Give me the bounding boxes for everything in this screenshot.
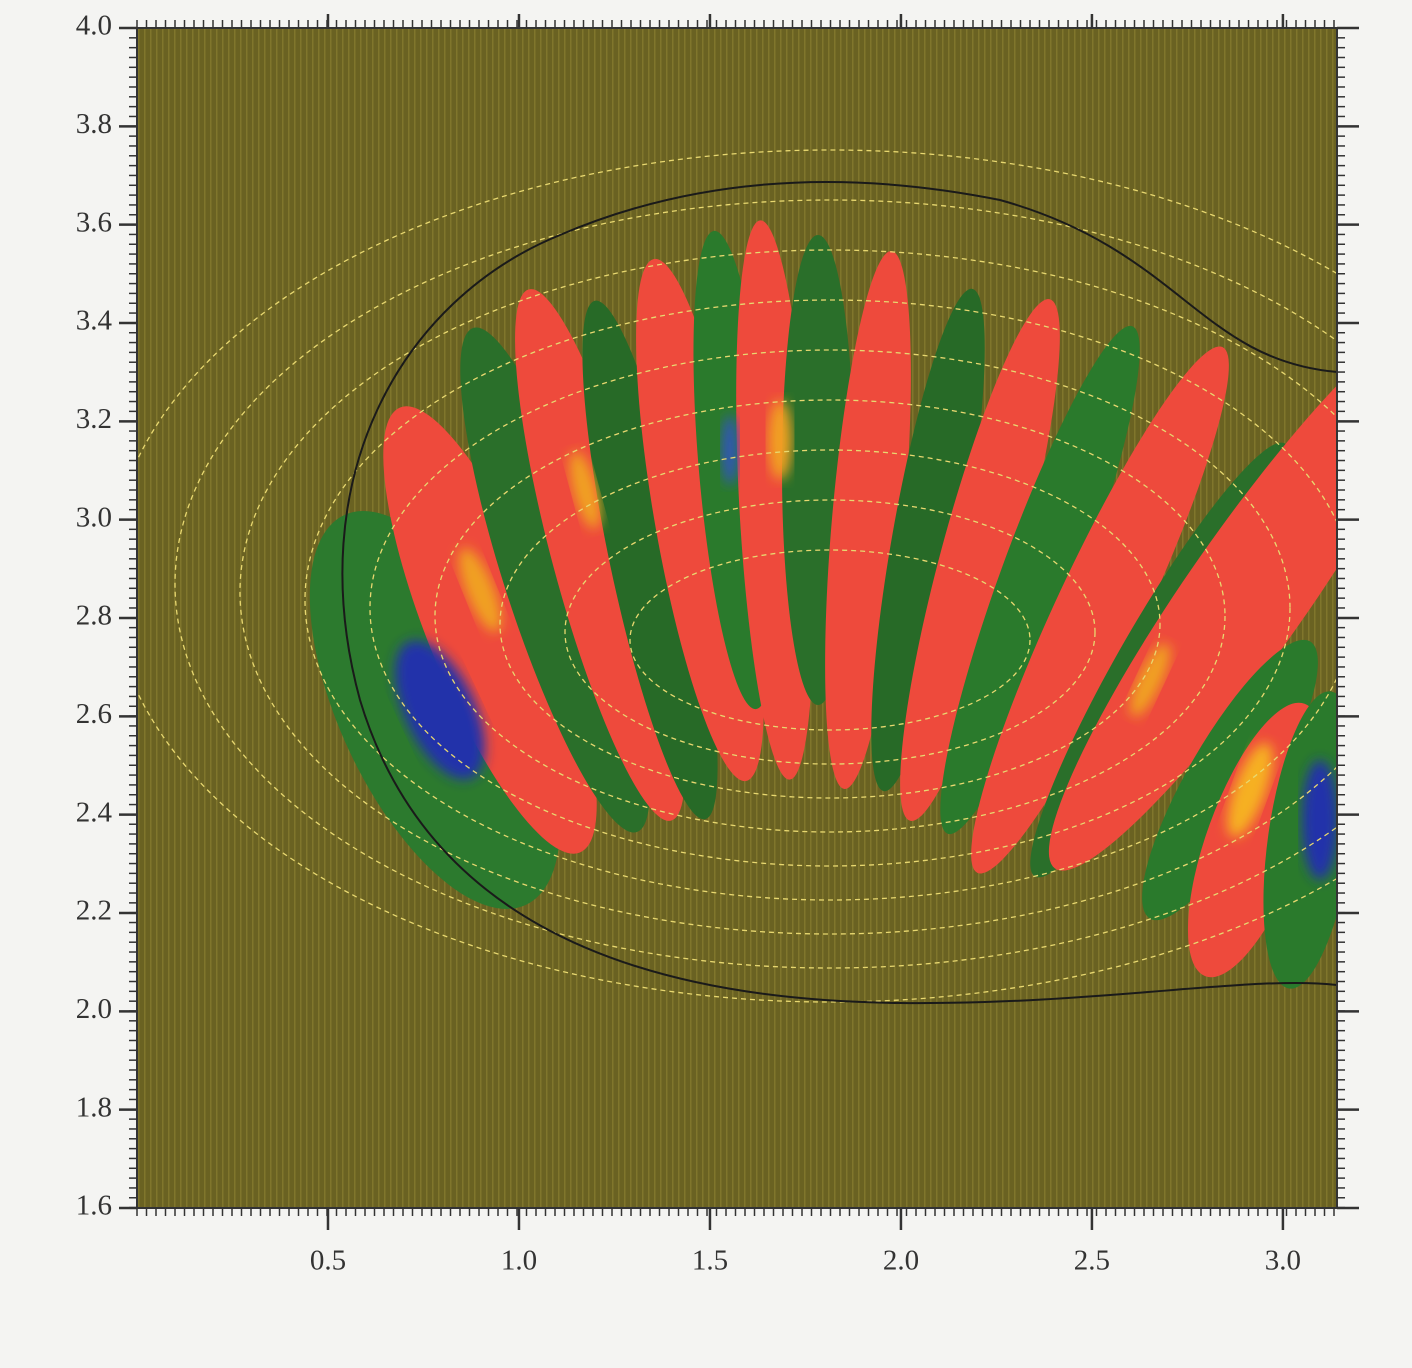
field [137, 149, 1337, 1005]
y-tick-label: 2.0 [76, 993, 112, 1025]
y-tick-label: 1.8 [76, 1091, 112, 1123]
contour-line [499, 449, 1161, 799]
highlight [1129, 643, 1171, 717]
contour-line [304, 299, 1337, 901]
wave-band [871, 288, 985, 792]
contour-line [369, 349, 1291, 867]
highlight [768, 400, 792, 480]
y-tick-label: 4.0 [76, 10, 112, 42]
y-tick-label: 3.2 [76, 403, 112, 435]
x-tick-label: 2.0 [883, 1245, 919, 1277]
y-tick-label: 2.4 [76, 796, 113, 828]
y-tick-label: 3.0 [76, 501, 112, 533]
highlight [1302, 760, 1337, 880]
wave-band [971, 346, 1229, 874]
contour-line [239, 249, 1337, 935]
x-tick-label: 1.5 [692, 1245, 728, 1277]
y-tick-label: 2.8 [76, 600, 112, 632]
x-tick-label: 3.0 [1265, 1245, 1301, 1277]
wave-band [900, 298, 1060, 822]
separatrix [341, 181, 1337, 1005]
highlight [569, 451, 601, 529]
highlight [722, 415, 738, 485]
highlight [1227, 742, 1273, 838]
y-tick-label: 3.4 [76, 305, 113, 337]
contour-line [564, 499, 1096, 765]
wave-band [825, 251, 911, 789]
wave-band [1048, 309, 1337, 871]
y-tick-label: 3.6 [76, 206, 112, 238]
y-tick-label: 2.2 [76, 895, 112, 927]
x-tick-label: 0.5 [310, 1245, 346, 1277]
highlight [395, 640, 485, 780]
contour-line [174, 199, 1337, 969]
axes: 1.6 1.8 2.0 2.2 2.4 2.6 2.8 3.0 3.2 3.4 3.6 3.8 4.0 0… [76, 10, 1359, 1277]
wave-band [582, 300, 718, 820]
highlight [458, 547, 502, 633]
x-tick-label: 1.0 [501, 1245, 537, 1277]
contour-line [434, 399, 1226, 833]
contour-line [629, 549, 1031, 731]
y-tick-label: 2.6 [76, 698, 112, 730]
y-tick-label: 1.6 [76, 1190, 112, 1222]
y-tick-label: 3.8 [76, 108, 112, 140]
x-tick-label: 2.5 [1074, 1245, 1110, 1277]
